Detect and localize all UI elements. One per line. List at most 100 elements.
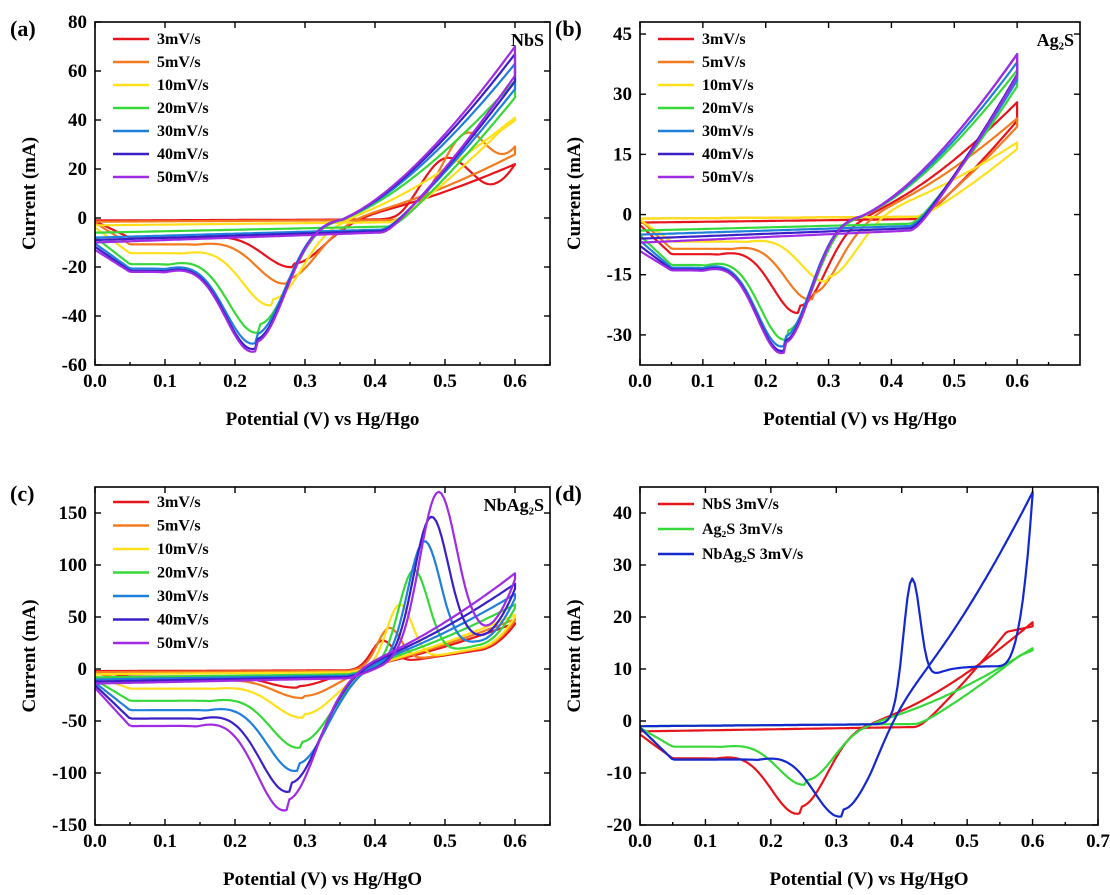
x-tick-label: 0.1 xyxy=(153,831,177,852)
legend-label: 40mV/s xyxy=(157,612,209,629)
x-tick-label: 0.7 xyxy=(1086,831,1110,852)
series-line xyxy=(95,116,517,307)
curves xyxy=(95,45,517,353)
x-tick-label: 0.4 xyxy=(890,831,914,852)
panel-label: (a) xyxy=(10,16,36,41)
x-tick-label: 0.3 xyxy=(293,371,317,392)
legend-label: 30mV/s xyxy=(157,588,209,605)
y-tick-label: 20 xyxy=(68,159,87,180)
x-tick-label: 0.2 xyxy=(223,831,247,852)
x-tick-label: 0.3 xyxy=(824,831,848,852)
x-tick-label: 0.6 xyxy=(503,371,527,392)
series-line xyxy=(95,569,517,749)
x-tick-label: 0.1 xyxy=(694,831,718,852)
legend-label: 10mV/s xyxy=(157,541,209,558)
legend-label: 50mV/s xyxy=(702,169,754,186)
x-tick-label: 0.0 xyxy=(83,831,107,852)
series-line xyxy=(640,69,1019,341)
x-tick-label: 0.2 xyxy=(223,371,247,392)
y-tick-label: -20 xyxy=(62,257,87,278)
y-tick-label: 60 xyxy=(68,61,87,82)
legend-label: 10mV/s xyxy=(702,77,754,94)
series-line xyxy=(640,53,1019,353)
x-tick-label: 0.3 xyxy=(293,831,317,852)
series-line xyxy=(640,621,1034,815)
legend-label: 20mV/s xyxy=(702,100,754,117)
y-tick-label: 40 xyxy=(613,503,632,524)
y-tick-label: 40 xyxy=(68,110,87,131)
x-tick-label: 0.4 xyxy=(363,371,387,392)
legend-label: 50mV/s xyxy=(157,169,209,186)
y-tick-label: -60 xyxy=(62,355,87,376)
legend-label: 3mV/s xyxy=(157,494,201,511)
y-axis-label: Current (mA) xyxy=(19,137,40,250)
y-tick-label: -150 xyxy=(52,815,87,836)
y-tick-label: 10 xyxy=(613,659,632,680)
y-tick-label: 20 xyxy=(613,607,632,628)
series-line xyxy=(640,61,1019,348)
sample-label: NbAg₂S xyxy=(484,495,544,515)
sample-label: NbS xyxy=(511,30,544,50)
legend-label: NbAg₂S 3mV/s xyxy=(702,546,803,563)
series-line xyxy=(640,101,1019,314)
legend: 3mV/s 5mV/s 10mV/s 20mV/s 30mV/s 40mV/s 50mV/s xyxy=(658,31,754,186)
legend: NbS 3mV/s Ag₂S 3mV/s NbAg₂S 3mV/s xyxy=(658,496,803,563)
series-line xyxy=(640,491,1034,818)
y-tick-label: 15 xyxy=(613,144,632,165)
y-tick-label: 0 xyxy=(623,711,633,732)
x-axis-label: Potential (V) vs Hg/Hgo xyxy=(226,409,420,430)
legend-label: 5mV/s xyxy=(702,54,746,71)
legend-label: 40mV/s xyxy=(157,146,209,163)
series-line xyxy=(640,53,1019,355)
y-tick-label: -40 xyxy=(62,306,87,327)
series-line xyxy=(95,603,517,719)
x-tick-label: 0.3 xyxy=(817,371,841,392)
legend-label: 3mV/s xyxy=(702,31,746,48)
legend: 3mV/s 5mV/s 10mV/s 20mV/s 30mV/s 40mV/s 50mV/s xyxy=(113,494,209,652)
legend-label: 20mV/s xyxy=(157,565,209,582)
x-tick-label: 0.5 xyxy=(942,371,966,392)
legend-label: 30mV/s xyxy=(157,123,209,140)
x-tick-label: 0.2 xyxy=(754,371,778,392)
legend-label: 5mV/s xyxy=(157,518,201,535)
x-tick-label: 0.6 xyxy=(1021,831,1045,852)
x-tick-label: 0.6 xyxy=(503,831,527,852)
series-line xyxy=(95,45,517,353)
x-axis-label: Potential (V) vs Hg/HgO xyxy=(223,869,422,890)
x-tick-label: 0.0 xyxy=(83,371,107,392)
x-axis-label: Potential (V) vs Hg/Hgo xyxy=(763,409,957,430)
panel-c: 0.0 0.1 0.2 0.3 0.4 0.5 0.6 -150 -100 -50 0 50 100 15… xyxy=(10,481,551,890)
y-axis-label: Current (mA) xyxy=(564,599,585,712)
y-tick-label: 30 xyxy=(613,555,632,576)
y-tick-label: -50 xyxy=(62,711,87,732)
curves xyxy=(95,490,517,812)
x-tick-label: 0.1 xyxy=(691,371,715,392)
x-tick-label: 0.6 xyxy=(1005,371,1029,392)
series-line xyxy=(95,515,517,793)
x-tick-label: 0.5 xyxy=(433,831,457,852)
y-tick-label: 50 xyxy=(68,607,87,628)
series-line xyxy=(640,117,1019,301)
panel-d: 0.0 0.1 0.2 0.3 0.4 0.5 0.6 0.7 -20 -10 0 10 20 30 40 P… xyxy=(555,481,1110,890)
panel-label: (b) xyxy=(555,16,582,41)
x-tick-label: 0.5 xyxy=(955,831,979,852)
legend-label: 50mV/s xyxy=(157,635,209,652)
series-line xyxy=(95,540,517,773)
legend-label: 3mV/s xyxy=(157,31,201,48)
x-tick-label: 0.4 xyxy=(880,371,904,392)
curves xyxy=(640,491,1034,818)
legend-label: Ag₂S 3mV/s xyxy=(702,521,783,538)
panel-a: 0.0 0.1 0.2 0.3 0.4 0.5 0.6 -60 -40 -20 0 20 40 60 80 P… xyxy=(10,12,551,430)
y-tick-label: -100 xyxy=(52,763,87,784)
legend: 3mV/s 5mV/s 10mV/s 20mV/s 30mV/s 40mV/s 50mV/s xyxy=(113,31,209,186)
y-tick-label: -30 xyxy=(607,325,632,346)
series-line xyxy=(95,131,517,285)
sample-label: Ag₂S xyxy=(1037,30,1074,50)
series-line xyxy=(95,52,517,351)
y-tick-label: 0 xyxy=(78,208,88,229)
series-line xyxy=(95,79,517,334)
x-tick-label: 0.0 xyxy=(628,371,652,392)
legend-label: 30mV/s xyxy=(702,123,754,140)
legend-label: NbS 3mV/s xyxy=(702,496,779,513)
